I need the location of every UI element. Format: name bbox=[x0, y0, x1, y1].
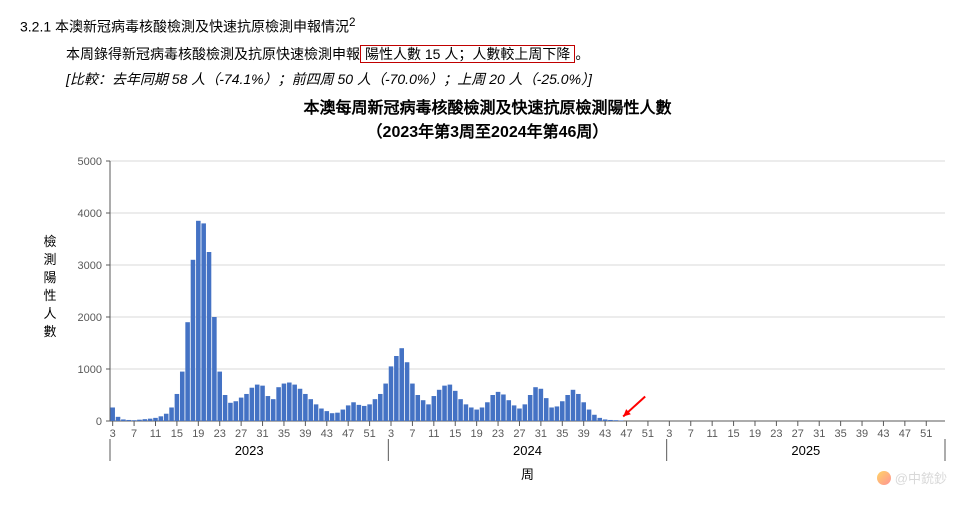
svg-text:2000: 2000 bbox=[78, 312, 102, 324]
svg-text:7: 7 bbox=[688, 428, 694, 440]
svg-text:人: 人 bbox=[43, 306, 56, 321]
svg-text:5000: 5000 bbox=[78, 156, 102, 168]
svg-text:15: 15 bbox=[727, 428, 739, 440]
watermark: @中銃鈔 bbox=[877, 468, 947, 487]
weibo-icon bbox=[877, 471, 891, 485]
svg-text:陽: 陽 bbox=[43, 270, 56, 285]
svg-text:1000: 1000 bbox=[78, 364, 102, 376]
svg-text:39: 39 bbox=[856, 428, 868, 440]
svg-text:35: 35 bbox=[835, 428, 847, 440]
svg-text:3000: 3000 bbox=[78, 260, 102, 272]
svg-text:23: 23 bbox=[770, 428, 782, 440]
svg-text:35: 35 bbox=[556, 428, 568, 440]
svg-text:周: 周 bbox=[521, 467, 534, 482]
svg-text:39: 39 bbox=[299, 428, 311, 440]
chart-container: 本澳每周新冠病毒核酸檢測及快速抗原檢測陽性人數 （2023年第3周至2024年第… bbox=[20, 97, 955, 491]
chart-title-line1: 本澳每周新冠病毒核酸檢測及快速抗原檢測陽性人數 bbox=[20, 97, 955, 121]
svg-text:27: 27 bbox=[513, 428, 525, 440]
svg-text:47: 47 bbox=[620, 428, 632, 440]
svg-text:2024: 2024 bbox=[513, 443, 542, 458]
svg-text:19: 19 bbox=[749, 428, 761, 440]
svg-text:31: 31 bbox=[535, 428, 547, 440]
svg-text:15: 15 bbox=[171, 428, 183, 440]
svg-text:27: 27 bbox=[235, 428, 247, 440]
svg-text:3: 3 bbox=[666, 428, 672, 440]
comparison-text: [比較：去年同期 58 人（-74.1%）；前四周 50 人（-70.0%）；上… bbox=[20, 69, 955, 89]
svg-text:27: 27 bbox=[792, 428, 804, 440]
summary-highlight: 陽性人數 15 人；人數較上周下降 bbox=[360, 45, 575, 63]
svg-text:19: 19 bbox=[471, 428, 483, 440]
svg-text:39: 39 bbox=[578, 428, 590, 440]
bar-chart: 0 1000 2000 3000 4000 5000 檢測陽性人數 3 7 11 15 19 23 27 3… bbox=[20, 151, 955, 491]
svg-text:51: 51 bbox=[363, 428, 375, 440]
svg-text:15: 15 bbox=[449, 428, 461, 440]
watermark-text: @中銃鈔 bbox=[895, 468, 947, 487]
svg-text:11: 11 bbox=[706, 428, 717, 440]
svg-text:數: 數 bbox=[43, 324, 56, 339]
svg-text:3: 3 bbox=[110, 428, 116, 440]
svg-text:23: 23 bbox=[492, 428, 504, 440]
svg-text:測: 測 bbox=[43, 252, 56, 267]
section-number: 3.2.1 bbox=[20, 19, 51, 35]
svg-text:23: 23 bbox=[214, 428, 226, 440]
svg-text:0: 0 bbox=[96, 416, 102, 428]
svg-text:檢: 檢 bbox=[43, 234, 56, 249]
svg-text:7: 7 bbox=[131, 428, 137, 440]
svg-text:43: 43 bbox=[877, 428, 889, 440]
svg-text:性: 性 bbox=[43, 288, 56, 303]
svg-text:43: 43 bbox=[599, 428, 611, 440]
chart-title-line2: （2023年第3周至2024年第46周） bbox=[20, 121, 955, 145]
svg-text:2025: 2025 bbox=[791, 443, 820, 458]
svg-text:2023: 2023 bbox=[235, 443, 264, 458]
svg-text:47: 47 bbox=[342, 428, 354, 440]
svg-text:47: 47 bbox=[899, 428, 911, 440]
svg-text:31: 31 bbox=[813, 428, 825, 440]
svg-text:7: 7 bbox=[409, 428, 415, 440]
svg-text:51: 51 bbox=[920, 428, 932, 440]
footnote-mark: 2 bbox=[349, 16, 355, 29]
svg-text:11: 11 bbox=[428, 428, 439, 440]
svg-text:51: 51 bbox=[642, 428, 654, 440]
section-title: 本澳新冠病毒核酸檢測及快速抗原檢測申報情況 bbox=[55, 19, 349, 35]
svg-text:11: 11 bbox=[150, 428, 161, 440]
svg-text:35: 35 bbox=[278, 428, 290, 440]
summary-text-suffix: 。 bbox=[575, 46, 589, 62]
svg-text:31: 31 bbox=[256, 428, 268, 440]
svg-text:3: 3 bbox=[388, 428, 394, 440]
svg-text:43: 43 bbox=[321, 428, 333, 440]
svg-text:19: 19 bbox=[192, 428, 204, 440]
svg-text:4000: 4000 bbox=[78, 208, 102, 220]
summary-text-prefix: 本周錄得新冠病毒核酸檢測及抗原快速檢測申報 bbox=[66, 46, 360, 62]
